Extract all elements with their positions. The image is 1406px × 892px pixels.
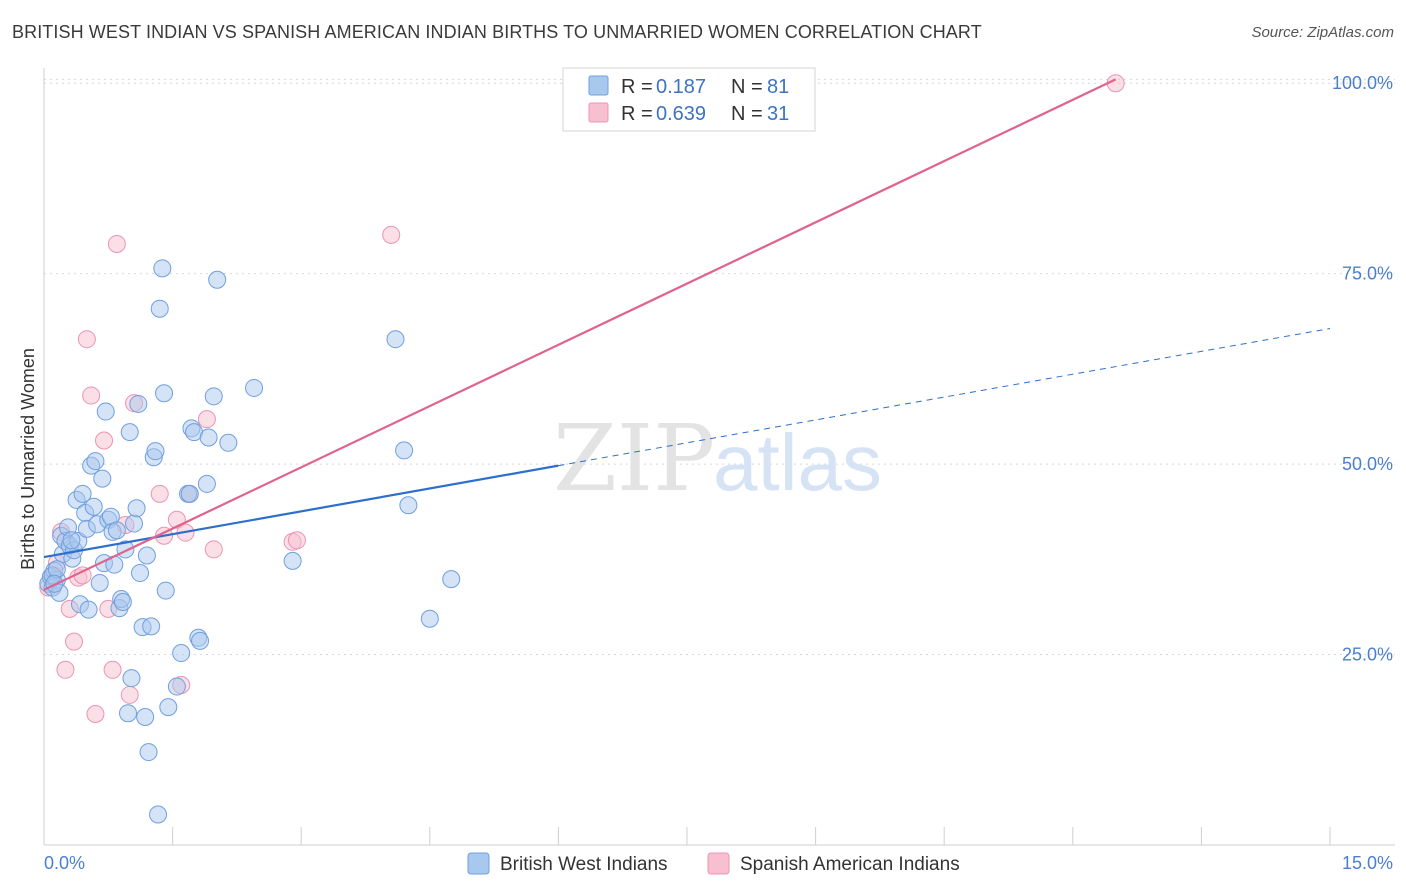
british-west-indians-point	[180, 484, 199, 503]
legend-r-value-2: 0.639	[656, 103, 706, 125]
british-west-indians-point	[113, 592, 132, 611]
british-west-indians-point	[155, 384, 174, 403]
british-west-indians-point	[79, 600, 98, 619]
spanish-american-indians-point	[95, 431, 114, 450]
british-west-indians-point	[96, 402, 115, 421]
british-west-indians-trend-line	[43, 464, 559, 559]
british-west-indians-point	[395, 441, 414, 460]
legend-n-label-1: N =	[731, 76, 763, 98]
spanish-american-indians-point	[204, 540, 223, 559]
watermark-atlas: atlas	[713, 418, 882, 507]
spanish-american-indians-point	[86, 704, 105, 723]
y-tick-label: 75.0%	[1342, 264, 1393, 284]
british-west-indians-point	[93, 469, 112, 488]
x-tick-label-min: 0.0%	[44, 853, 85, 873]
british-west-indians-point	[129, 394, 148, 413]
tick-labels: 25.0% 50.0% 75.0% 100.0% 0.0% 15.0%	[44, 73, 1393, 873]
british-west-indians-point	[204, 387, 223, 406]
source-credit: Source: ZipAtlas.com	[1251, 24, 1394, 41]
spanish-american-indians-point	[107, 234, 126, 253]
british-west-indians-point	[136, 708, 155, 727]
x-tick-label-max: 15.0%	[1342, 853, 1393, 873]
british-west-indians-point	[142, 617, 161, 636]
british-west-indians-point	[167, 677, 186, 696]
spanish-american-indians-point	[287, 531, 306, 550]
british-west-indians-point	[442, 570, 461, 589]
watermark: ZIP atlas	[553, 405, 882, 512]
spanish-american-indians-point	[77, 330, 96, 349]
british-west-indians-point	[420, 609, 439, 628]
british-west-indians-point	[150, 299, 169, 318]
british-west-indians-points	[39, 259, 461, 824]
british-west-indians-point	[84, 497, 103, 516]
legend-r-value-1: 0.187	[656, 76, 706, 98]
british-west-indians-trend-extension	[558, 328, 1331, 467]
legend-n-value-1: 81	[767, 76, 789, 98]
british-west-indians-point	[399, 496, 418, 515]
british-west-indians-point	[199, 428, 218, 447]
spanish-american-indians-point	[150, 484, 169, 503]
british-west-indians-point	[172, 644, 191, 663]
british-west-indians-point	[245, 378, 264, 397]
british-west-indians-point	[137, 546, 156, 565]
british-west-indians-point	[131, 564, 150, 583]
spanish-american-indians-point	[56, 660, 75, 679]
series-legend: British West Indians Spanish American In…	[467, 852, 960, 875]
spanish-american-indians-point	[103, 660, 122, 679]
british-west-indians-point	[159, 698, 178, 717]
legend-n-label-2: N =	[731, 103, 763, 125]
y-tick-label: 50.0%	[1342, 454, 1393, 474]
bottom-legend-swatch-pink	[707, 852, 730, 875]
y-tick-label: 100.0%	[1332, 73, 1393, 93]
bottom-legend-swatch-blue	[467, 852, 490, 875]
british-west-indians-point	[153, 259, 172, 278]
chart-title: BRITISH WEST INDIAN VS SPANISH AMERICAN …	[12, 22, 982, 42]
spanish-american-indians-point	[382, 225, 401, 244]
british-west-indians-point	[197, 474, 216, 493]
grid-lines	[44, 78, 1395, 656]
british-west-indians-point	[125, 514, 144, 533]
british-west-indians-point	[156, 581, 175, 600]
y-tick-label: 25.0%	[1342, 645, 1393, 665]
bottom-legend-label-blue: British West Indians	[500, 854, 668, 875]
watermark-zip: ZIP	[553, 405, 715, 512]
british-west-indians-point	[127, 499, 146, 518]
y-axis-label: Births to Unmarried Women	[18, 348, 38, 570]
british-west-indians-point	[120, 423, 139, 442]
trend-lines	[43, 78, 1331, 591]
spanish-american-indians-points	[39, 74, 1125, 723]
spanish-american-indians-point	[82, 386, 101, 405]
british-west-indians-point	[208, 270, 227, 289]
british-west-indians-point	[73, 484, 92, 503]
british-west-indians-point	[107, 521, 126, 540]
spanish-american-indians-trend-line	[43, 78, 1117, 591]
bottom-legend-label-pink: Spanish American Indians	[740, 854, 960, 875]
british-west-indians-point	[90, 573, 109, 592]
british-west-indians-point	[386, 330, 405, 349]
legend-r-label-1: R =	[621, 76, 653, 98]
legend-swatch-blue	[588, 75, 609, 96]
legend-n-value-2: 31	[767, 103, 789, 125]
legend-r-label-2: R =	[621, 103, 653, 125]
legend-swatch-pink	[588, 102, 609, 123]
british-west-indians-point	[219, 433, 238, 452]
british-west-indians-point	[62, 531, 81, 550]
spanish-american-indians-point	[65, 632, 84, 651]
spanish-american-indians-point	[120, 685, 139, 704]
british-west-indians-point	[139, 743, 158, 762]
spanish-american-indians-point	[197, 410, 216, 429]
british-west-indians-point	[146, 442, 165, 461]
stats-legend: R = 0.187 N = 81 R = 0.639 N = 31	[562, 67, 816, 132]
axes	[43, 68, 1395, 846]
british-west-indians-point	[122, 669, 141, 688]
british-west-indians-point	[149, 805, 168, 824]
british-west-indians-point	[86, 452, 105, 471]
british-west-indians-point	[191, 631, 210, 650]
british-west-indians-point	[283, 551, 302, 570]
british-west-indians-point	[119, 704, 138, 723]
